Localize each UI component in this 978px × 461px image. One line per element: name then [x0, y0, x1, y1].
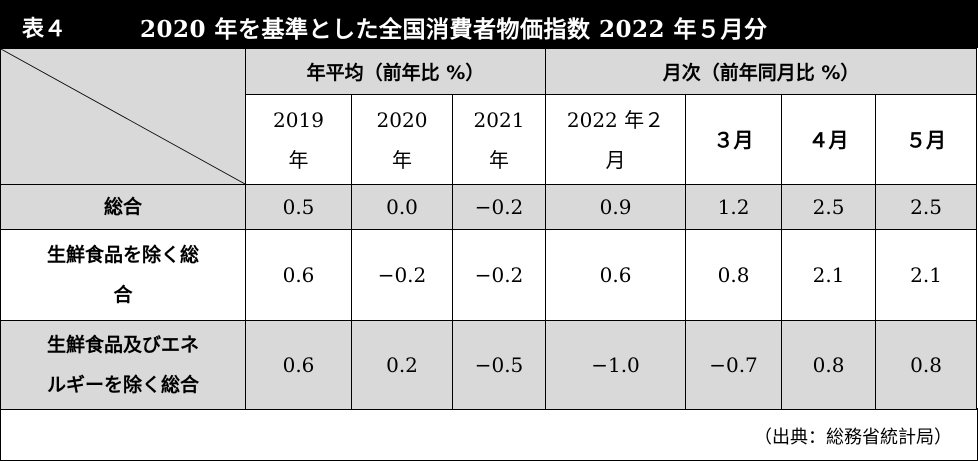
table-row: 生鮮食品及びエネ ルギーを除く総合 0.6 0.2 −0.5 −1.0 −0.7 …: [0, 320, 978, 410]
column-header: ３月: [685, 94, 783, 185]
table-cell: 0.5: [245, 184, 352, 230]
annual-average-header: 年平均（前年比 %）: [244, 48, 547, 95]
table-cell: −1.0: [545, 320, 687, 410]
table-cell: 0.9: [545, 184, 687, 230]
table-cell: −0.2: [451, 229, 547, 321]
table-cell: 2.5: [875, 184, 978, 230]
row-label: 生鮮食品を除く総合: [0, 229, 246, 321]
corner-cell: [0, 48, 246, 185]
table-cell: 1.2: [685, 184, 783, 230]
table-cell: 0.0: [351, 184, 453, 230]
diagonal-line: [1, 49, 245, 184]
table-row: 総合 0.5 0.0 −0.2 0.9 1.2 2.5 2.5: [0, 184, 978, 230]
column-header: 2020 年: [351, 94, 453, 185]
table-number: 表４: [22, 16, 67, 42]
column-header: 2022 年２ 月: [545, 94, 687, 185]
table-cell: 0.2: [351, 320, 453, 410]
table-title: 2020 年を基準とした全国消費者物価指数 2022 年５月分: [140, 16, 768, 43]
column-header: ４月: [781, 94, 877, 185]
row-label: 総合: [0, 184, 246, 230]
table-cell: 2.5: [781, 184, 877, 230]
cpi-table: 年平均（前年比 %） 月次（前年同月比 %） 2019 年 2020 年 2021 年…: [0, 48, 978, 410]
table-cell: −0.7: [685, 320, 783, 410]
source-note: （出典：総務省統計局）: [754, 427, 952, 448]
table-title-bar: 表４ 2020 年を基準とした全国消費者物価指数 2022 年５月分: [0, 0, 978, 48]
column-header: 2019 年: [245, 94, 352, 185]
table-cell: 2.1: [781, 229, 877, 321]
table-cell: 0.8: [685, 229, 783, 321]
table-cell: 0.8: [875, 320, 978, 410]
table-cell: 0.8: [781, 320, 877, 410]
monthly-header: 月次（前年同月比 %）: [545, 48, 978, 95]
row-label: 生鮮食品及びエネ ルギーを除く総合: [0, 320, 246, 410]
column-header: 2021 年: [451, 94, 547, 185]
table-row: 生鮮食品を除く総合 0.6 −0.2 −0.2 0.6 0.8 2.1 2.1: [0, 229, 978, 321]
table-cell: 2.1: [875, 229, 978, 321]
table-cell: 0.6: [245, 320, 352, 410]
table-cell: −0.2: [451, 184, 547, 230]
table-cell: −0.5: [451, 320, 547, 410]
table-cell: −0.2: [351, 229, 453, 321]
table-cell: 0.6: [245, 229, 352, 321]
table-cell: 0.6: [545, 229, 687, 321]
column-header: ５月: [875, 94, 978, 185]
